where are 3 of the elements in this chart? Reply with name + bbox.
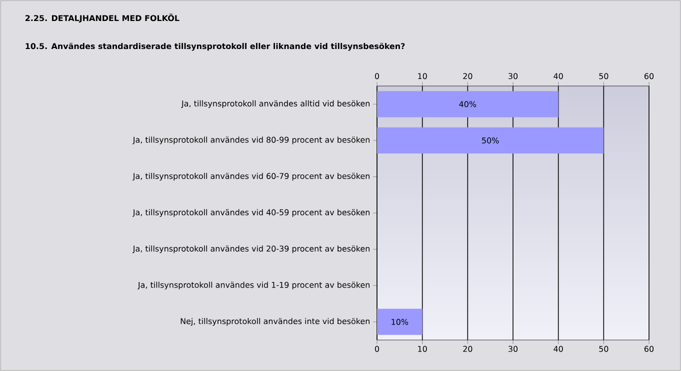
bar — [377, 308, 422, 335]
bar — [377, 91, 558, 118]
bar — [377, 127, 604, 154]
